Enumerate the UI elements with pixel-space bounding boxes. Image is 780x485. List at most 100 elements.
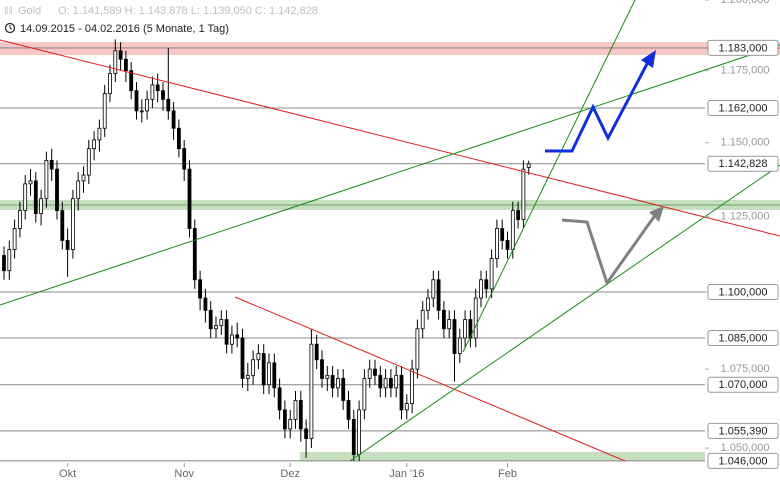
candle-body	[288, 419, 293, 430]
x-tick-label: Jan '16	[389, 468, 424, 480]
candle-body	[516, 210, 520, 220]
support-zone	[300, 452, 705, 461]
level-box	[707, 283, 779, 300]
candle-body	[39, 198, 43, 214]
candle-body	[229, 334, 234, 345]
candle-body	[441, 309, 446, 330]
candle-body	[113, 50, 118, 74]
candle-body	[298, 400, 303, 430]
candle-body	[182, 148, 187, 170]
candle-body	[208, 309, 213, 330]
candle-body	[468, 319, 473, 339]
candle-body	[224, 319, 229, 345]
candles	[2, 39, 531, 461]
candle-body	[76, 180, 81, 200]
y-axis: 1.200,000 1.175,000 1.150,000 1.125,000 1.10…	[705, 0, 779, 469]
trendline	[462, 0, 636, 353]
candle-body	[510, 210, 515, 250]
candle-body	[171, 110, 176, 129]
candle-body	[17, 210, 22, 229]
candle-body	[388, 378, 393, 389]
x-tick-label: Okt	[59, 468, 76, 480]
candle-body	[526, 163, 531, 168]
candle-body	[272, 362, 277, 389]
candle-body	[404, 403, 409, 411]
candle-body	[33, 180, 38, 214]
y-tick-label: 1.150,000	[721, 137, 770, 149]
candle-body	[134, 90, 139, 112]
trendline	[0, 44, 780, 306]
level-box	[707, 99, 779, 116]
candle-body	[81, 174, 86, 182]
candle-body	[447, 319, 452, 330]
candle-body	[12, 228, 17, 250]
candle-body	[176, 127, 181, 150]
level-label: 1.162,000	[719, 102, 768, 114]
candle-body	[484, 279, 489, 290]
candle-body	[192, 228, 197, 281]
candle-body	[60, 210, 65, 241]
candle-body	[521, 168, 526, 220]
candle-body	[489, 258, 494, 290]
clock-icon	[4, 22, 16, 34]
candle-body	[282, 409, 287, 430]
candle-body	[187, 168, 192, 229]
candle-body	[351, 419, 356, 455]
candle-body	[235, 334, 240, 339]
x-axis: Okt Nov Dez Jan '16 Feb	[59, 463, 517, 480]
candle-body	[240, 337, 245, 379]
level-label: 1.070,000	[719, 379, 768, 391]
y-tick-label: 1.075,000	[721, 363, 770, 375]
y-tick-label: 1.200,000	[721, 0, 770, 6]
candle-body	[65, 240, 70, 250]
candle-body	[452, 319, 457, 354]
y-tick-label: 1.050,000	[721, 442, 770, 454]
candle-body	[473, 297, 478, 339]
candle-body	[335, 378, 340, 389]
candle-body	[341, 378, 346, 401]
candle-body	[479, 279, 483, 299]
candle-body	[314, 343, 319, 361]
candle-body	[49, 159, 54, 170]
x-tick-label: Feb	[498, 468, 517, 480]
candle-body	[102, 93, 107, 129]
candle-body	[346, 400, 351, 420]
candle-body	[267, 362, 271, 386]
trendline	[0, 39, 780, 237]
candle-body	[145, 98, 150, 112]
x-tick-label: Nov	[174, 468, 194, 480]
candle-body	[155, 84, 160, 92]
candle-body	[373, 368, 377, 376]
candle-body	[203, 297, 208, 311]
candle-body	[431, 279, 436, 299]
level-label: 1.100,000	[719, 286, 768, 298]
candle-body	[500, 228, 505, 241]
header: ǁǁ Gold O: 1.141,589 H: 1.143,878 L: 1.1…	[4, 5, 318, 35]
candle-body	[293, 400, 298, 420]
forecast-arrow	[561, 213, 658, 287]
candle-body	[420, 309, 425, 330]
candle-body	[410, 368, 415, 405]
candle-body	[129, 70, 134, 92]
candle-body	[367, 368, 372, 379]
candle-body	[55, 168, 59, 211]
icon: ǁǁ	[4, 5, 13, 17]
level-box	[707, 376, 779, 393]
candle-body	[7, 249, 12, 272]
level-label: 1.183,000	[719, 42, 768, 54]
candle-body	[108, 73, 112, 94]
candle-body	[415, 328, 420, 370]
x-tick-label: Dez	[280, 468, 300, 480]
candle-body	[399, 374, 404, 411]
candle-body	[277, 387, 282, 411]
clock-hands	[9, 25, 13, 30]
candle-body	[86, 148, 91, 176]
candle-body	[150, 84, 155, 100]
candle-body	[251, 359, 256, 376]
candle-body	[457, 337, 462, 354]
candle-body	[256, 353, 261, 361]
candle-body	[362, 378, 367, 411]
candle-body	[320, 359, 324, 379]
candle-body	[330, 374, 335, 389]
